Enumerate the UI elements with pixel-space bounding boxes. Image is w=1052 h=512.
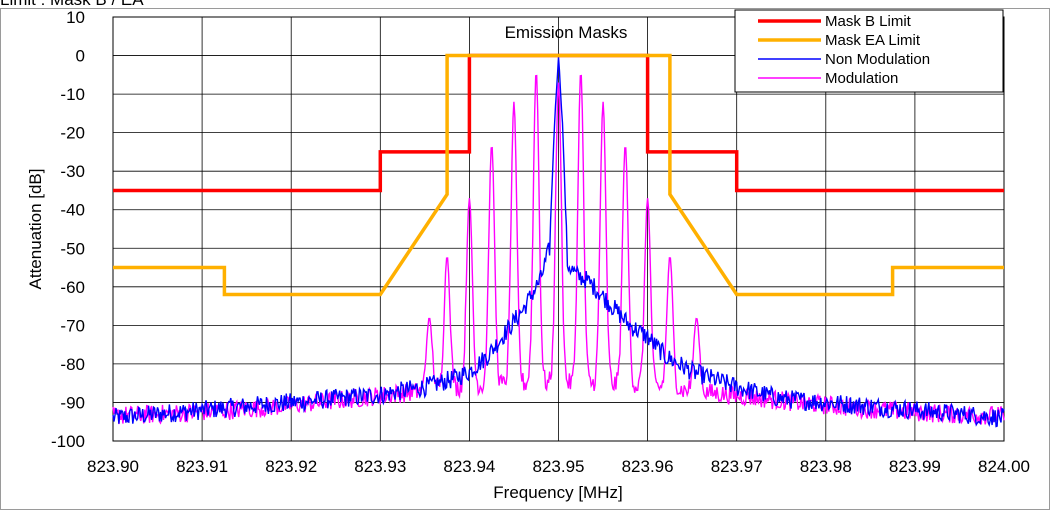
y-tick-label: -30 [60,162,85,181]
x-axis-title: Frequency [MHz] [493,483,622,502]
x-tick-label: 823.90 [87,457,139,476]
x-tick-label: 823.96 [622,457,674,476]
series-layer [112,53,1005,428]
y-tick-label: -20 [60,124,85,143]
chart-title: Emission Masks [505,23,628,42]
y-tick-label: -50 [60,239,85,258]
mask-ea-limit-line [113,53,1004,297]
legend-label: Modulation [825,70,898,87]
legend: Mask B Limit Mask EA Limit Non Modulation M… [734,9,1004,93]
y-tick-label: 0 [76,47,85,66]
chart-frame: 823.90 823.91 823.92 823.93 823.94 823.95 823.… [0,8,1050,510]
legend-label: Mask B Limit [825,13,912,30]
y-tick-label: -70 [60,316,85,335]
x-tick-label: 823.93 [354,457,406,476]
legend-label: Non Modulation [825,51,930,68]
y-tick-label: -100 [51,432,85,451]
x-tick-labels: 823.90 823.91 823.92 823.93 823.94 823.95 823.… [87,457,1030,476]
legend-label: Mask EA Limit [825,32,921,49]
y-tick-label: -10 [60,85,85,104]
y-tick-label: -60 [60,278,85,297]
y-tick-label: -40 [60,201,85,220]
mask-label: Limit : Mask B / EA [0,0,144,8]
x-tick-label: 823.98 [800,457,852,476]
emission-masks-chart: 823.90 823.91 823.92 823.93 823.94 823.95 823.… [26,9,1030,502]
x-tick-label: 824.00 [978,457,1030,476]
y-tick-label: 10 [66,9,85,27]
x-tick-label: 823.99 [889,457,941,476]
x-tick-label: 823.97 [711,457,763,476]
y-tick-label: -90 [60,393,85,412]
x-tick-label: 823.91 [176,457,228,476]
y-tick-labels: 10 0 -10 -20 -30 -40 -50 -60 -70 -80 -90 -100 [51,9,85,451]
y-tick-label: -80 [60,355,85,374]
y-axis-title: Attenuation [dB] [26,169,45,290]
x-tick-label: 823.92 [265,457,317,476]
x-tick-label: 823.95 [533,457,585,476]
x-tick-label: 823.94 [443,457,495,476]
